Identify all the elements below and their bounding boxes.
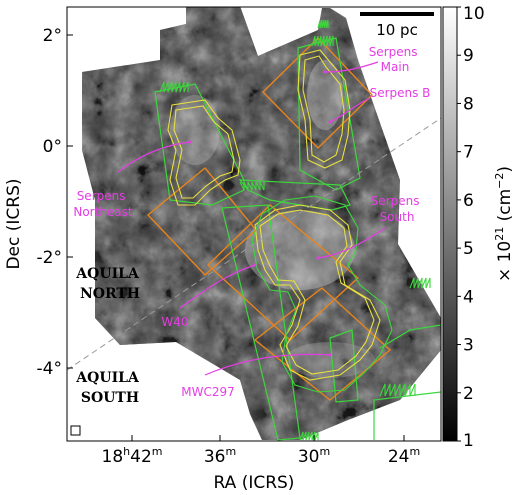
colorbar-tick-label: 4 <box>463 287 474 307</box>
label-mwc297: MWC297 <box>181 385 235 399</box>
y-tick-label: -2° <box>37 248 62 268</box>
y-axis-label: Dec (ICRS) <box>4 178 24 269</box>
y-tick-label: 2° <box>43 26 62 46</box>
label-serpens-south: Serpens South <box>371 194 424 224</box>
x-tick-marks <box>131 435 405 441</box>
green-outline-south <box>251 195 393 393</box>
colorbar-tick-label: 3 <box>463 336 474 356</box>
y-tick-label: 0° <box>43 137 62 157</box>
colorbar-tick-label: 7 <box>463 143 474 163</box>
annotation-pointers <box>117 61 386 376</box>
colorbar-tick-label: 9 <box>463 46 474 66</box>
colorbar-label: × 1021 (cm−2) <box>493 166 515 282</box>
annotation-points <box>188 70 332 357</box>
region-aquila-north: AQUILA NORTH <box>75 266 143 302</box>
y-tick-marks <box>67 34 73 369</box>
x-tick-label-24m: 24m <box>388 445 420 467</box>
colorbar-ticks: 1 2 3 4 5 6 7 8 9 10 <box>457 4 485 451</box>
dashed-divider-line <box>67 117 441 371</box>
x-tick-label-18h42m: 18h42m <box>102 445 163 467</box>
x-tick-label-30m: 30m <box>298 445 330 467</box>
axes-frame <box>66 6 442 442</box>
green-sawtooth <box>159 19 431 441</box>
scale-bar: 10 pc <box>360 12 434 39</box>
colorbar-tick-label: 8 <box>463 94 474 114</box>
y-tick-label: -4° <box>37 359 62 379</box>
colorbar-tick-label: 5 <box>463 239 474 259</box>
yellow-contours <box>167 49 381 381</box>
colorbar <box>442 6 458 442</box>
label-serpens-northeast: Serpens Northeast <box>73 189 133 219</box>
colorbar-tick-label: 6 <box>463 191 474 211</box>
colorbar-tick-label: 2 <box>463 384 474 404</box>
label-serpens-b: Serpens B <box>370 86 431 100</box>
colorbar-tick-label: 10 <box>463 4 485 24</box>
x-axis-label: RA (ICRS) <box>214 473 295 493</box>
scale-bar-label: 10 pc <box>376 21 418 39</box>
x-tick-label-36m: 36m <box>204 445 236 467</box>
colorbar-tick-label: 1 <box>463 431 474 451</box>
label-w40: W40 <box>161 315 188 329</box>
label-serpens-main: Serpens Main <box>369 45 422 74</box>
region-aquila-south: AQUILA SOUTH <box>75 370 143 406</box>
beam-marker <box>70 425 81 436</box>
